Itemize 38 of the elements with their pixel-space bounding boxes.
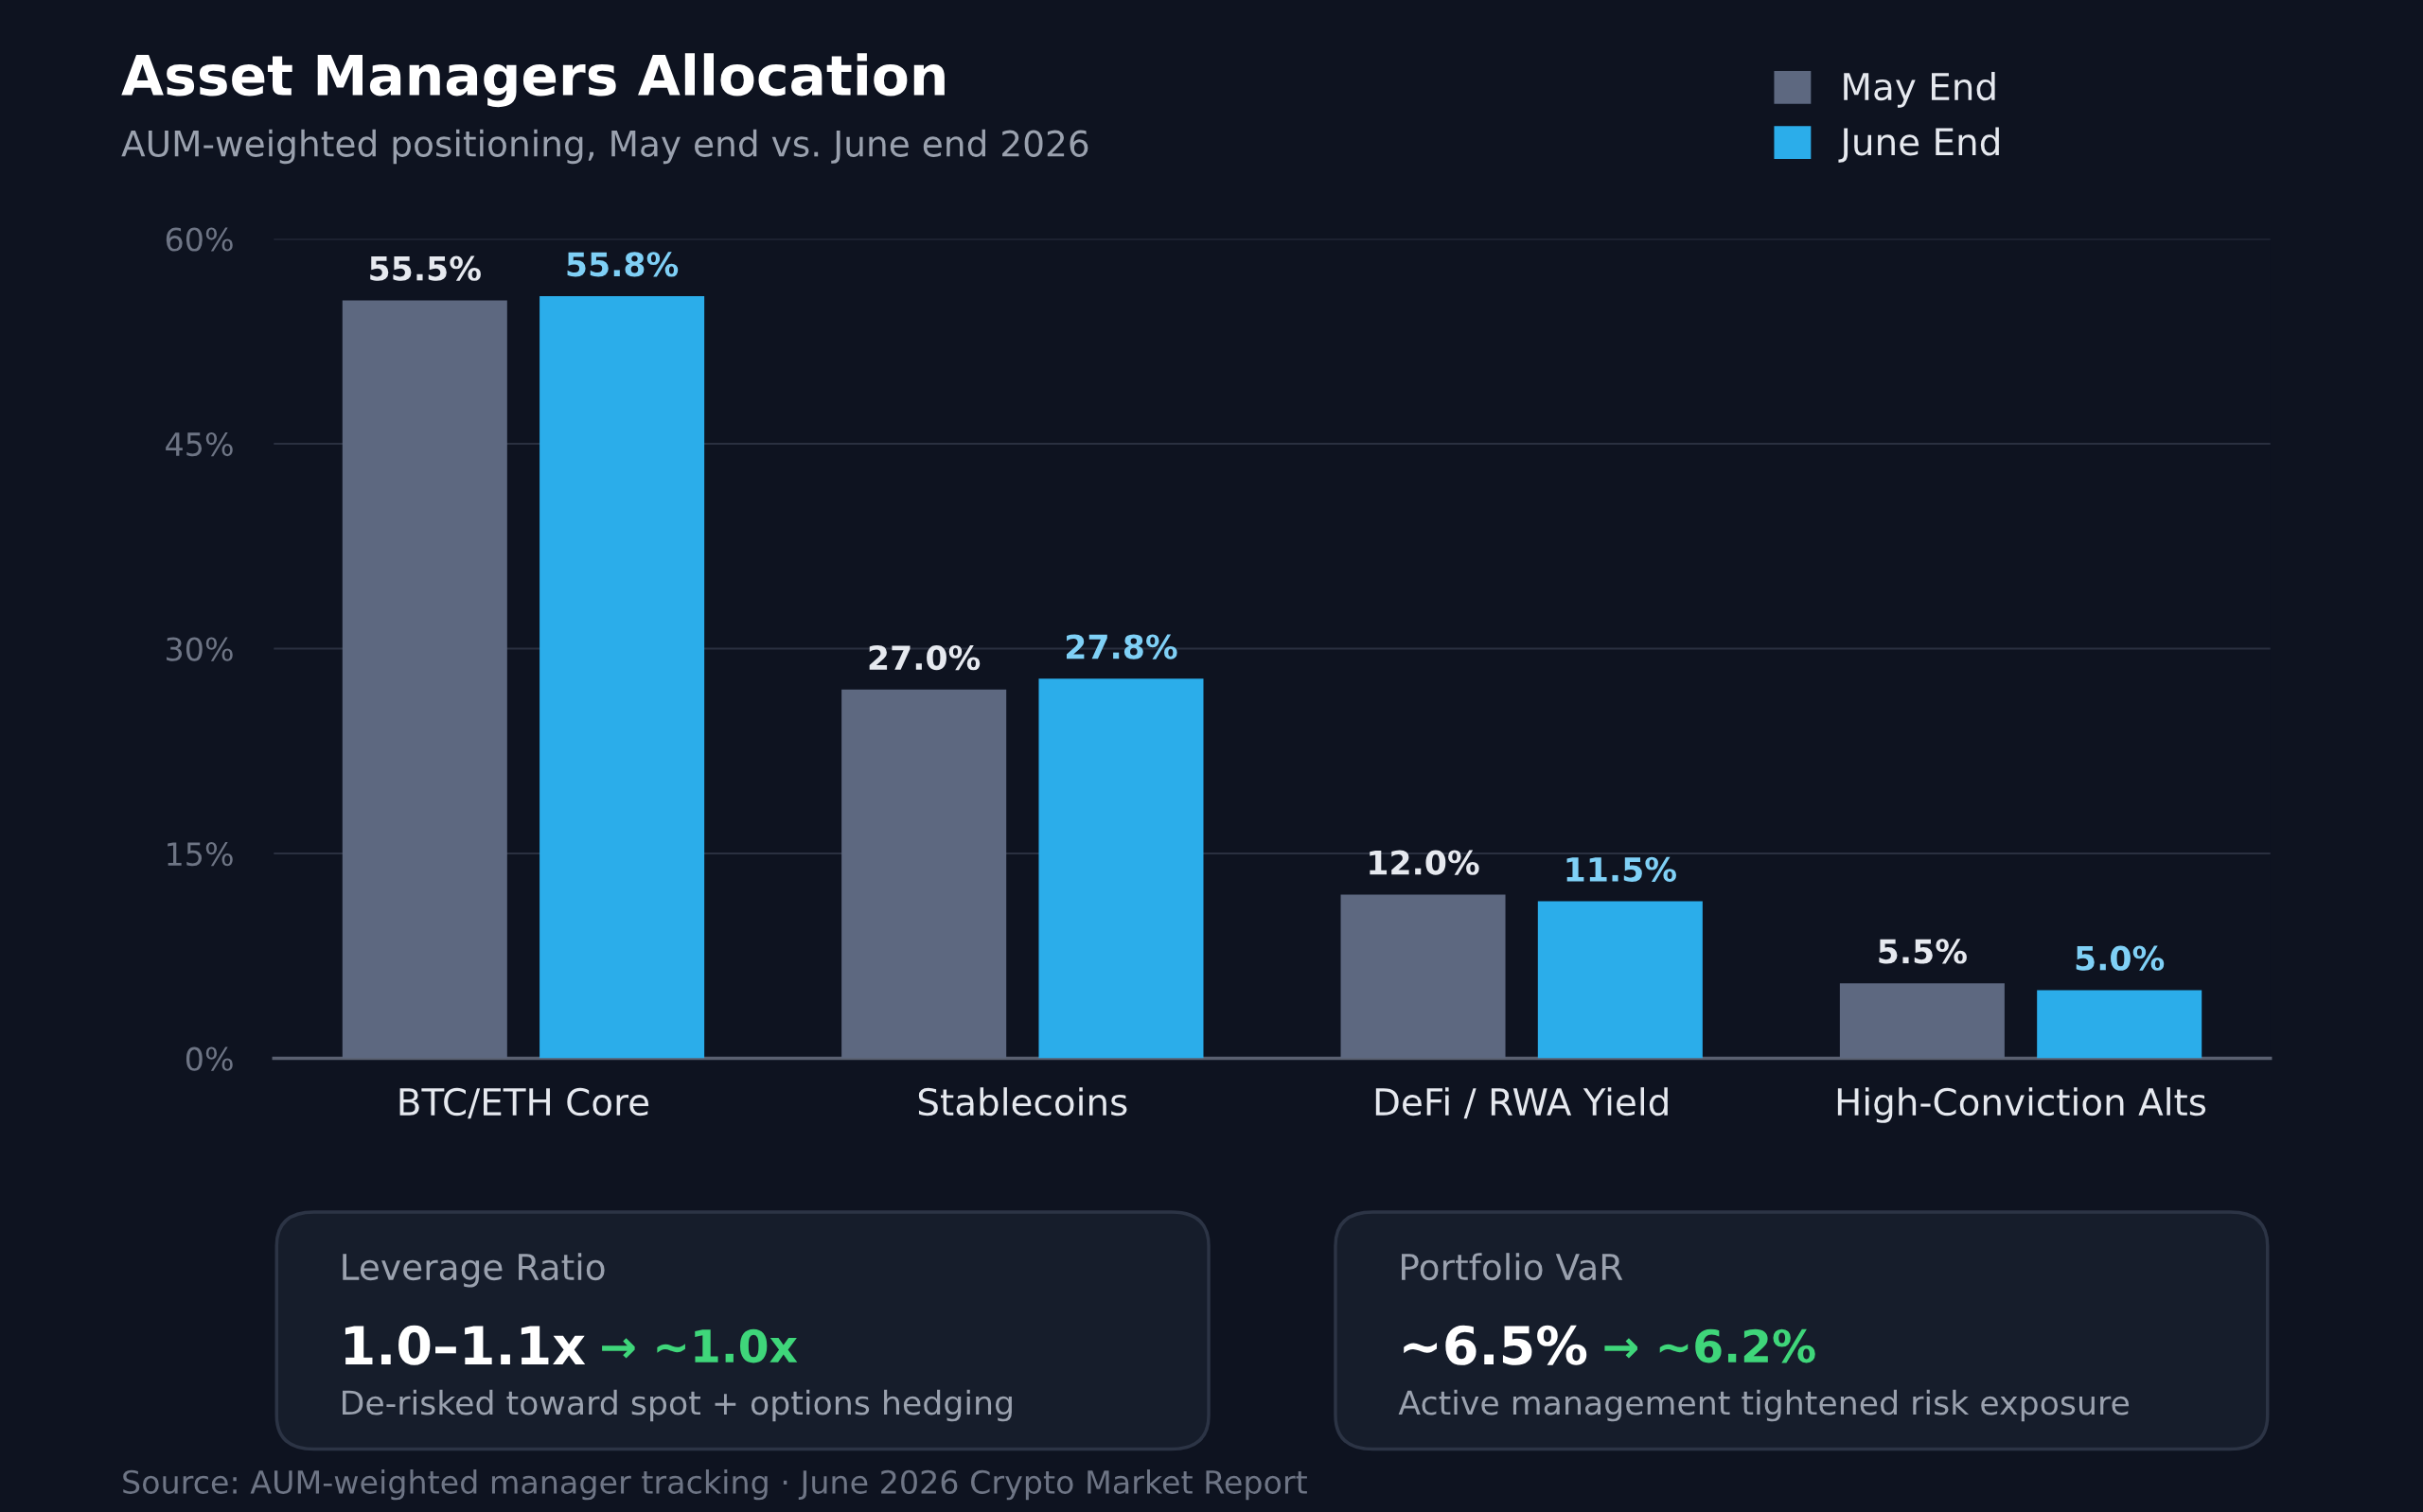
- bar: [1340, 894, 1506, 1059]
- data-label: 55.8%: [567, 252, 679, 277]
- bar: [539, 296, 705, 1059]
- data-label: 5.0%: [2076, 945, 2165, 971]
- bar: [1038, 678, 1204, 1059]
- source-note: Source: AUM-weighted manager tracking · June 2026 Crypto Market Report: [123, 1469, 1307, 1501]
- data-label: 12.0%: [1370, 850, 1479, 875]
- x-tick-label: BTC/ETH Core: [399, 1087, 649, 1119]
- legend-label: June End: [1838, 127, 1999, 163]
- text: De-risked toward spot + options hedging: [343, 1389, 1012, 1422]
- y-tick-label: 0%: [186, 1046, 233, 1071]
- data-label: 11.5%: [1566, 856, 1676, 882]
- y-tick-label: 30%: [167, 637, 233, 661]
- bar: [1537, 901, 1703, 1059]
- y-tick-label: 45%: [166, 431, 233, 457]
- x-tick-label: DeFi / RWA Yield: [1375, 1087, 1668, 1119]
- text: Portfolio VaR: [1402, 1253, 1623, 1281]
- text: Active management tightened risk exposure: [1398, 1389, 2130, 1422]
- text: Leverage Ratio: [343, 1253, 605, 1288]
- bar: [342, 300, 507, 1059]
- text: 1.0–1.1x: [345, 1325, 586, 1365]
- y-tick-label: 15%: [168, 842, 233, 867]
- bar: [2037, 990, 2202, 1059]
- data-label: 55.5%: [370, 255, 481, 281]
- y-tick-label: 60%: [166, 227, 233, 252]
- x-tick-label: Stablecoins: [918, 1087, 1127, 1116]
- text: → ~1.0x: [602, 1328, 798, 1363]
- chart-subtitle: AUM-weighted positioning, May end vs. June end 2026: [121, 129, 1088, 165]
- data-label: 27.8%: [1066, 634, 1177, 659]
- text: → ~6.2%: [1604, 1328, 1815, 1363]
- data-label: 5.5%: [1879, 939, 1967, 964]
- legend-label: May End: [1844, 72, 1995, 108]
- x-tick-label: High-Conviction Alts: [1837, 1087, 2206, 1123]
- data-label: 27.0%: [869, 644, 981, 671]
- bar: [1839, 983, 2005, 1059]
- chart-title: Asset Managers Allocation: [121, 53, 945, 108]
- text: ~6.5%: [1404, 1325, 1587, 1365]
- bar: [841, 689, 1007, 1059]
